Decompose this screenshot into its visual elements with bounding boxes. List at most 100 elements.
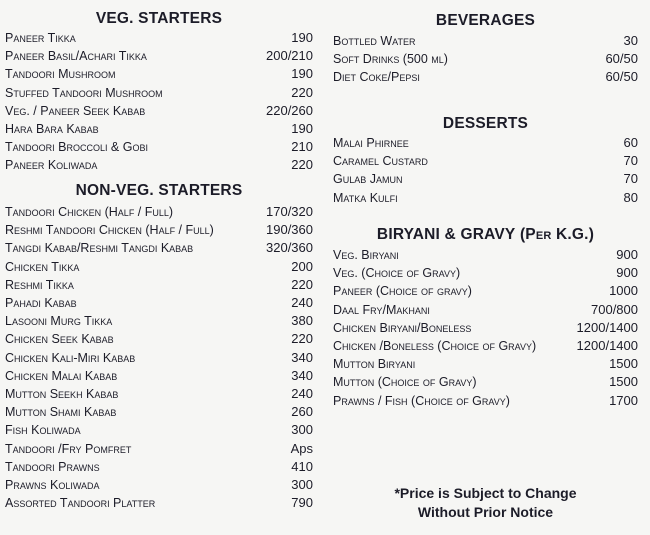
section-title-text: DESSERTS [442, 115, 529, 132]
menu-item-name: Mutton (Choice of Gravy) [333, 375, 477, 390]
section-title-text: BIRYANI & GRAVY [376, 226, 516, 243]
menu-item: Chicken Malai Kabab 340 [5, 367, 313, 385]
menu-item-name: Veg. / Paneer Seek Kabab [5, 103, 146, 118]
menu-item: Prawns Koliwada 300 [5, 476, 313, 494]
menu-item-name: Chicken Biryani/Boneless [333, 320, 472, 335]
section-title: BIRYANI & GRAVY (Per K.G.) [333, 226, 638, 244]
menu-item-price: 320/360 [266, 240, 313, 256]
menu-item-price: 190 [291, 66, 313, 82]
menu-item-name: Bottled Water [333, 34, 416, 48]
section-title: DESSERTS [333, 115, 638, 133]
menu-item-price: 30 [623, 33, 638, 48]
menu-item-price: 60 [623, 135, 638, 150]
menu-item: Reshmi Tandoori Chicken (Half / Full) 190… [5, 221, 313, 239]
menu-item-price: 1200/1400 [576, 338, 638, 353]
menu-item-price: 260 [291, 404, 313, 420]
menu-item: Mutton Biryani 1500 [333, 355, 638, 373]
section-title-text: NON-VEG. STARTERS [75, 182, 243, 199]
menu-item: Veg. Biryani 900 [333, 246, 638, 264]
menu-item-price: 200/210 [266, 48, 313, 64]
menu-item: Tangdi Kabab/Reshmi Tangdi Kabab 320/360 [5, 239, 313, 257]
menu-item: Mutton (Choice of Gravy) 1500 [333, 373, 638, 391]
menu-item-name: Chicken Kali-Miri Kabab [5, 350, 136, 365]
menu-item-price: 340 [291, 367, 313, 383]
menu-item: Veg. (Choice of Gravy) 900 [333, 264, 638, 282]
section-title-suffix: (Per K.G.) [515, 226, 595, 243]
menu-item-name: Paneer Koliwada [5, 158, 98, 173]
menu-item-name: Matka Kulfi [333, 190, 398, 205]
menu-item: Veg. / Paneer Seek Kabab 220/260 [5, 102, 313, 120]
menu-item-price: 190/360 [266, 222, 313, 238]
menu-item: Fish Koliwada 300 [5, 421, 313, 439]
menu-item-price: 700/800 [591, 301, 638, 317]
menu-item: Prawns / Fish (Choice of Gravy) 1700 [333, 392, 638, 410]
section-title: BEVERAGES [333, 12, 638, 30]
menu-item: Assorted Tandoori Platter 790 [5, 494, 313, 512]
section-title: NON-VEG. STARTERS [5, 182, 313, 200]
menu-item-name: Chicken Malai Kabab [5, 368, 118, 383]
menu-item-price: 1000 [609, 283, 638, 299]
menu-item-price: 70 [623, 171, 638, 187]
menu-item-name: Lasooni Murg Tikka [5, 314, 113, 329]
menu-item-price: 900 [616, 247, 638, 262]
menu-item-name: Tandoori /Fry Pomfret [5, 441, 132, 456]
menu-item-name: Tangdi Kabab/Reshmi Tangdi Kabab [5, 241, 194, 256]
menu-item-price: Aps [290, 440, 313, 456]
menu-item-price: 220 [291, 84, 313, 100]
menu-item-price: 1700 [609, 392, 638, 408]
menu-item-name: Veg. (Choice of Gravy) [333, 266, 461, 281]
menu-item-name: Pahadi Kabab [5, 296, 77, 310]
menu-item-price: 300 [291, 477, 313, 492]
menu-item-name: Reshmi Tikka [5, 277, 74, 292]
menu-item-price: 240 [291, 386, 313, 401]
menu-item: Tandoori /Fry Pomfret Aps [5, 440, 313, 458]
section-title-text: BEVERAGES [435, 12, 536, 29]
menu-item-name: Paneer Tikka [5, 31, 76, 45]
menu-item: Paneer Tikka 190 [5, 29, 313, 47]
menu-item-name: Gulab Jamun [333, 172, 403, 187]
menu-item-price: 70 [623, 153, 638, 169]
menu-item-name: Chicken Seek Kabab [5, 332, 114, 347]
menu-item: Tandoori Prawns 410 [5, 458, 313, 476]
menu-item-name: Mutton Shami Kabab [5, 405, 117, 420]
menu-item: Pahadi Kabab 240 [5, 294, 313, 312]
menu-item: Stuffed Tandoori Mushroom 220 [5, 84, 313, 102]
menu-item-name: Stuffed Tandoori Mushroom [5, 85, 163, 100]
menu-item-name: Mutton Seekh Kabab [5, 387, 119, 401]
menu-item: Reshmi Tikka 220 [5, 276, 313, 294]
menu-item-name: Diet Coke/Pepsi [333, 70, 420, 85]
menu-item-name: Chicken /Boneless (Choice of Gravy) [333, 339, 537, 353]
menu-item-price: 60/50 [605, 51, 638, 67]
menu-item-name: Caramel Custard [333, 154, 428, 169]
menu-item-price: 220 [291, 157, 313, 173]
menu-item-price: 340 [291, 349, 313, 365]
menu-item-price: 300 [291, 422, 313, 438]
menu-item-name: Tandoori Prawns [5, 459, 100, 474]
notice-line-1: *Price is Subject to Change [394, 485, 577, 501]
menu-item-name: Hara Bara Kabab [5, 122, 99, 136]
menu-item-price: 80 [623, 189, 638, 205]
menu-item: Chicken Seek Kabab 220 [5, 330, 313, 348]
menu-item-name: Veg. Biryani [333, 248, 399, 262]
menu-item-name: Mutton Biryani [333, 357, 416, 372]
menu-item-price: 170/320 [266, 204, 313, 219]
menu-item-price: 210 [291, 139, 313, 155]
menu-item-name: Prawns / Fish (Choice of Gravy) [333, 393, 510, 408]
menu-item: Tandoori Chicken (Half / Full) 170/320 [5, 203, 313, 221]
menu-item-name: Fish Koliwada [5, 423, 81, 438]
menu-item: Paneer Koliwada 220 [5, 156, 313, 174]
menu-item: Chicken Kali-Miri Kabab 340 [5, 349, 313, 367]
menu-item-price: 190 [291, 121, 313, 136]
menu-item-name: Daal Fry/Makhani [333, 302, 430, 317]
menu-item-price: 380 [291, 313, 313, 329]
menu-item-name: Paneer (Choice of gravy) [333, 284, 472, 299]
menu-item: Gulab Jamun 70 [333, 170, 638, 188]
menu-item-name: Tandoori Chicken (Half / Full) [5, 205, 174, 219]
notice-line-2: Without Prior Notice [417, 504, 554, 520]
menu-item-name: Reshmi Tandoori Chicken (Half / Full) [5, 223, 214, 238]
price-notice: *Price is Subject to Change Without Prio… [333, 484, 638, 522]
menu-item: Lasooni Murg Tikka 380 [5, 312, 313, 330]
menu-item: Chicken Tikka 200 [5, 258, 313, 276]
menu-item-price: 900 [616, 265, 638, 281]
menu-item-price: 410 [291, 458, 313, 474]
